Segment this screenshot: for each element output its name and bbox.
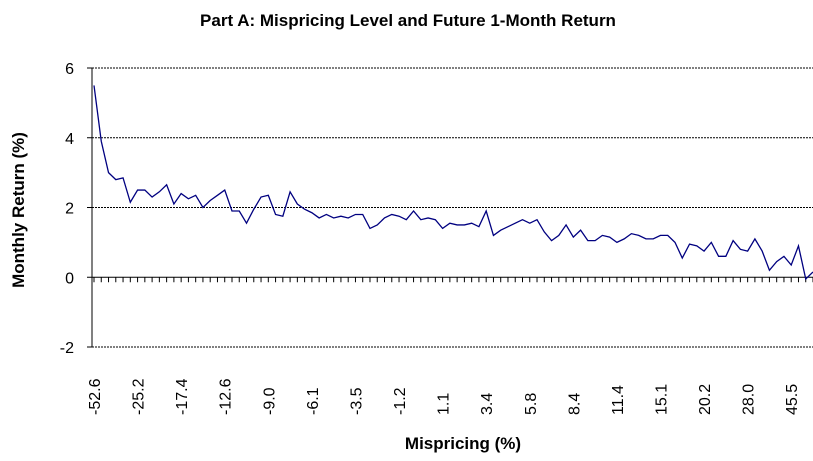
x-tick-label: -12.6 xyxy=(218,378,235,415)
x-tick-label: 15.1 xyxy=(653,384,670,415)
x-tick-label: 28.0 xyxy=(741,384,758,415)
x-tick-label: 45.5 xyxy=(784,384,801,415)
x-tick-label: 8.4 xyxy=(566,393,583,415)
chart-title: Part A: Mispricing Level and Future 1-Mo… xyxy=(200,11,616,30)
x-tick-label: 3.4 xyxy=(479,393,496,415)
x-tick-label: -25.2 xyxy=(131,378,148,415)
x-tick-label: -3.5 xyxy=(348,387,365,415)
y-tick-label: -2 xyxy=(60,340,74,357)
x-tick-label: -9.0 xyxy=(261,387,278,415)
data-line xyxy=(93,85,813,281)
x-tick-label: -52.6 xyxy=(87,378,104,415)
y-tick-label: 2 xyxy=(65,201,74,218)
x-tick-label: 11.4 xyxy=(610,385,627,415)
x-tick-label: -17.4 xyxy=(174,378,191,415)
y-axis-title: Monthly Return (%) xyxy=(9,132,28,288)
x-tick-label: -6.1 xyxy=(305,387,322,415)
x-tick-label: -1.2 xyxy=(392,387,409,415)
y-tick-label: 6 xyxy=(65,61,74,78)
x-tick-label: 1.1 xyxy=(436,393,453,415)
x-tick-label: 5.8 xyxy=(523,393,540,415)
x-axis-title: Mispricing (%) xyxy=(405,434,521,453)
x-tick-label: 20.2 xyxy=(697,384,714,415)
y-tick-label: 4 xyxy=(65,131,74,148)
y-tick-label: 0 xyxy=(65,270,74,287)
